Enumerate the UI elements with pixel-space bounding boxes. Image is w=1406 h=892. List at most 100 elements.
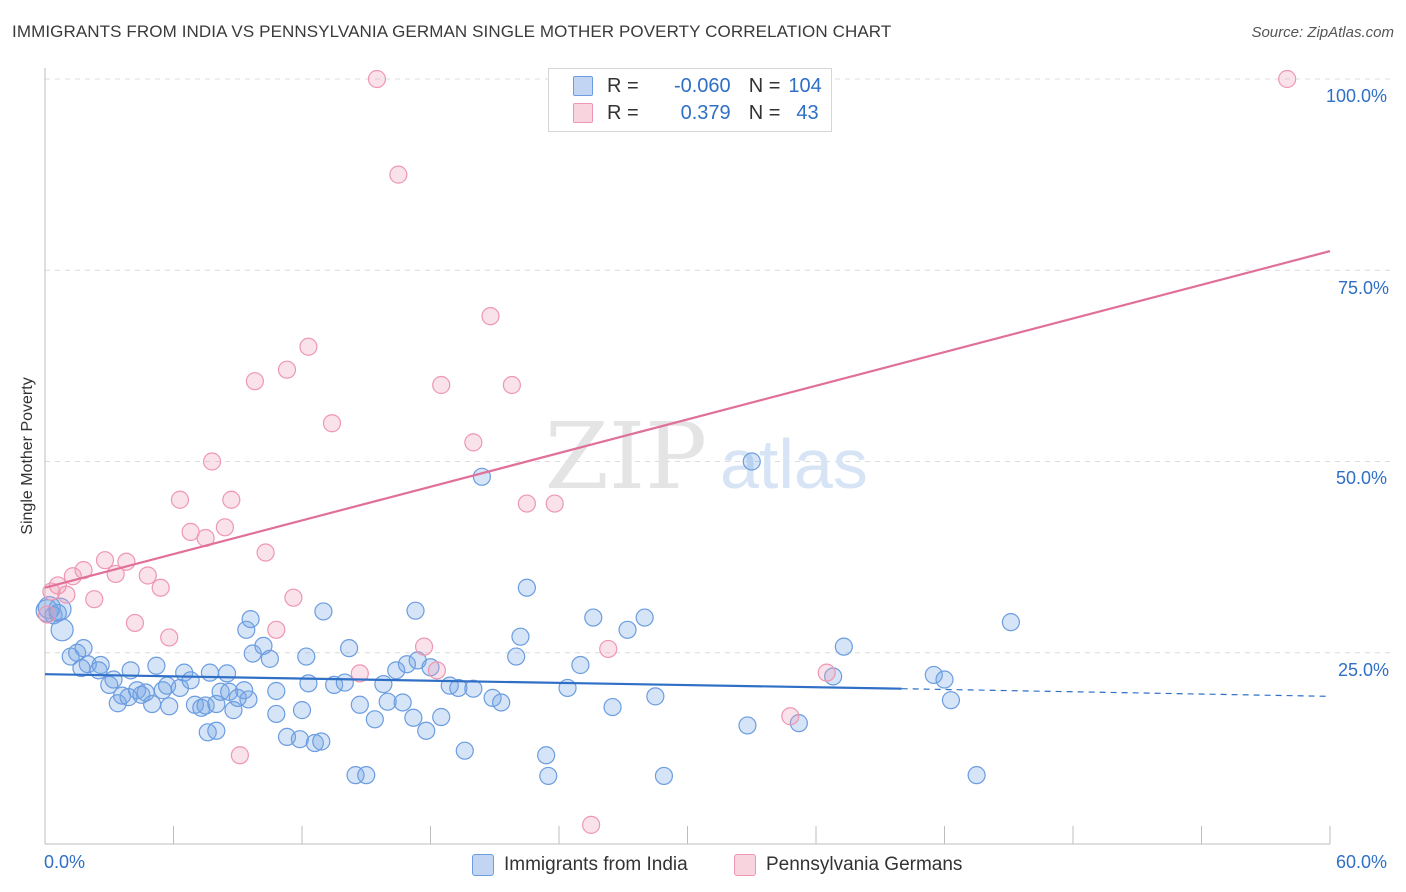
india-point bbox=[147, 656, 166, 675]
india-point bbox=[241, 609, 260, 629]
india-point bbox=[340, 639, 359, 658]
india-point bbox=[142, 694, 162, 714]
legend-german-r-label: R = bbox=[607, 101, 639, 124]
india-point bbox=[357, 766, 376, 785]
india-point bbox=[455, 741, 474, 760]
german-point bbox=[277, 360, 297, 379]
india-point bbox=[50, 618, 74, 642]
chart-title: IMMIGRANTS FROM INDIA VS PENNSYLVANIA GE… bbox=[12, 22, 892, 41]
india-point bbox=[417, 721, 436, 740]
series-german-points bbox=[38, 69, 1297, 834]
india-point bbox=[267, 704, 286, 724]
german-point bbox=[545, 494, 564, 513]
india-trend-line bbox=[44, 673, 902, 690]
german-point bbox=[1278, 69, 1297, 89]
india-point bbox=[646, 687, 665, 706]
bottom-legend-german: Pennsylvania Germans bbox=[734, 852, 962, 878]
india-point bbox=[305, 733, 324, 753]
german-point bbox=[151, 578, 170, 597]
legend-swatch-india bbox=[573, 76, 593, 96]
german-point bbox=[781, 707, 800, 726]
german-point bbox=[427, 661, 447, 680]
legend-india-r-label: R = bbox=[607, 74, 639, 97]
india-point bbox=[365, 710, 384, 729]
india-point bbox=[618, 620, 637, 639]
german-point bbox=[138, 566, 157, 585]
india-point bbox=[1001, 613, 1020, 632]
watermark-atlas: atlas bbox=[720, 425, 868, 503]
india-point bbox=[483, 688, 502, 707]
india-point bbox=[924, 665, 943, 685]
german-point bbox=[160, 628, 179, 647]
german-point bbox=[350, 664, 369, 683]
german-point bbox=[284, 588, 303, 607]
india-point bbox=[312, 732, 331, 751]
german-point bbox=[414, 637, 434, 656]
india-trend-extension bbox=[901, 688, 1331, 697]
india-point bbox=[935, 670, 954, 689]
german-point bbox=[85, 590, 104, 609]
german-point bbox=[367, 69, 387, 89]
german-point bbox=[432, 375, 451, 395]
india-point bbox=[207, 721, 226, 740]
india-point bbox=[432, 707, 451, 727]
bottom-legend-india: Immigrants from India bbox=[472, 852, 688, 878]
german-point bbox=[125, 613, 145, 633]
india-point bbox=[511, 627, 530, 646]
german-point bbox=[245, 372, 264, 391]
india-point bbox=[297, 647, 316, 666]
india-point bbox=[539, 766, 558, 786]
india-point bbox=[635, 608, 654, 627]
y-tick-50: 50.0% bbox=[1336, 468, 1388, 488]
legend-row-german: R = 0.379 N = 43 bbox=[573, 100, 819, 126]
india-point bbox=[235, 681, 254, 700]
india-point bbox=[537, 746, 556, 765]
india-point bbox=[217, 664, 237, 683]
german-point bbox=[517, 494, 536, 513]
india-point bbox=[387, 661, 406, 680]
legend-german-n-label: N = bbox=[748, 101, 781, 124]
legend-india-r-value: -0.060 bbox=[673, 74, 731, 97]
german-point bbox=[267, 620, 286, 639]
correlation-legend: R = -0.060 N = 104 R = 0.379 N = 43 bbox=[548, 68, 832, 132]
bottom-legend-swatch-german bbox=[734, 854, 756, 876]
bottom-legend-swatch-india bbox=[472, 854, 494, 876]
india-point bbox=[290, 730, 309, 749]
india-point bbox=[584, 608, 603, 627]
german-point bbox=[38, 605, 57, 624]
india-point bbox=[464, 679, 483, 698]
india-point bbox=[104, 670, 123, 689]
india-point bbox=[346, 766, 365, 785]
x-tick-max: 60.0% bbox=[1336, 852, 1388, 872]
legend-swatch-german bbox=[573, 103, 593, 123]
india-point bbox=[200, 663, 220, 682]
german-point bbox=[256, 543, 275, 562]
india-point bbox=[393, 693, 412, 712]
german-point bbox=[222, 490, 241, 509]
german-point bbox=[95, 551, 115, 570]
bottom-legend-india-label: Immigrants from India bbox=[504, 854, 688, 875]
axes bbox=[44, 68, 1331, 845]
india-point bbox=[449, 678, 468, 698]
german-point bbox=[170, 490, 190, 509]
india-point bbox=[74, 639, 93, 658]
india-point bbox=[738, 716, 757, 735]
german-point bbox=[817, 663, 836, 682]
india-point bbox=[492, 693, 511, 712]
india-point bbox=[181, 671, 200, 690]
german-trend-line bbox=[44, 250, 1331, 589]
bottom-legend-german-label: Pennsylvania Germans bbox=[766, 854, 963, 875]
india-point bbox=[654, 766, 674, 786]
india-point bbox=[160, 697, 179, 716]
legend-row-india: R = -0.060 N = 104 bbox=[573, 73, 822, 99]
india-point bbox=[292, 701, 312, 720]
watermark-zip: ZIP bbox=[545, 403, 707, 510]
legend-german-r-value: 0.379 bbox=[680, 101, 731, 124]
legend-india-n-label: N = bbox=[748, 74, 781, 97]
india-point bbox=[378, 692, 397, 711]
legend-german-n-value: 43 bbox=[796, 101, 819, 124]
y-tick-75: 75.0% bbox=[1338, 278, 1390, 298]
india-point bbox=[397, 655, 417, 674]
german-point bbox=[230, 746, 249, 765]
india-point bbox=[507, 647, 526, 666]
